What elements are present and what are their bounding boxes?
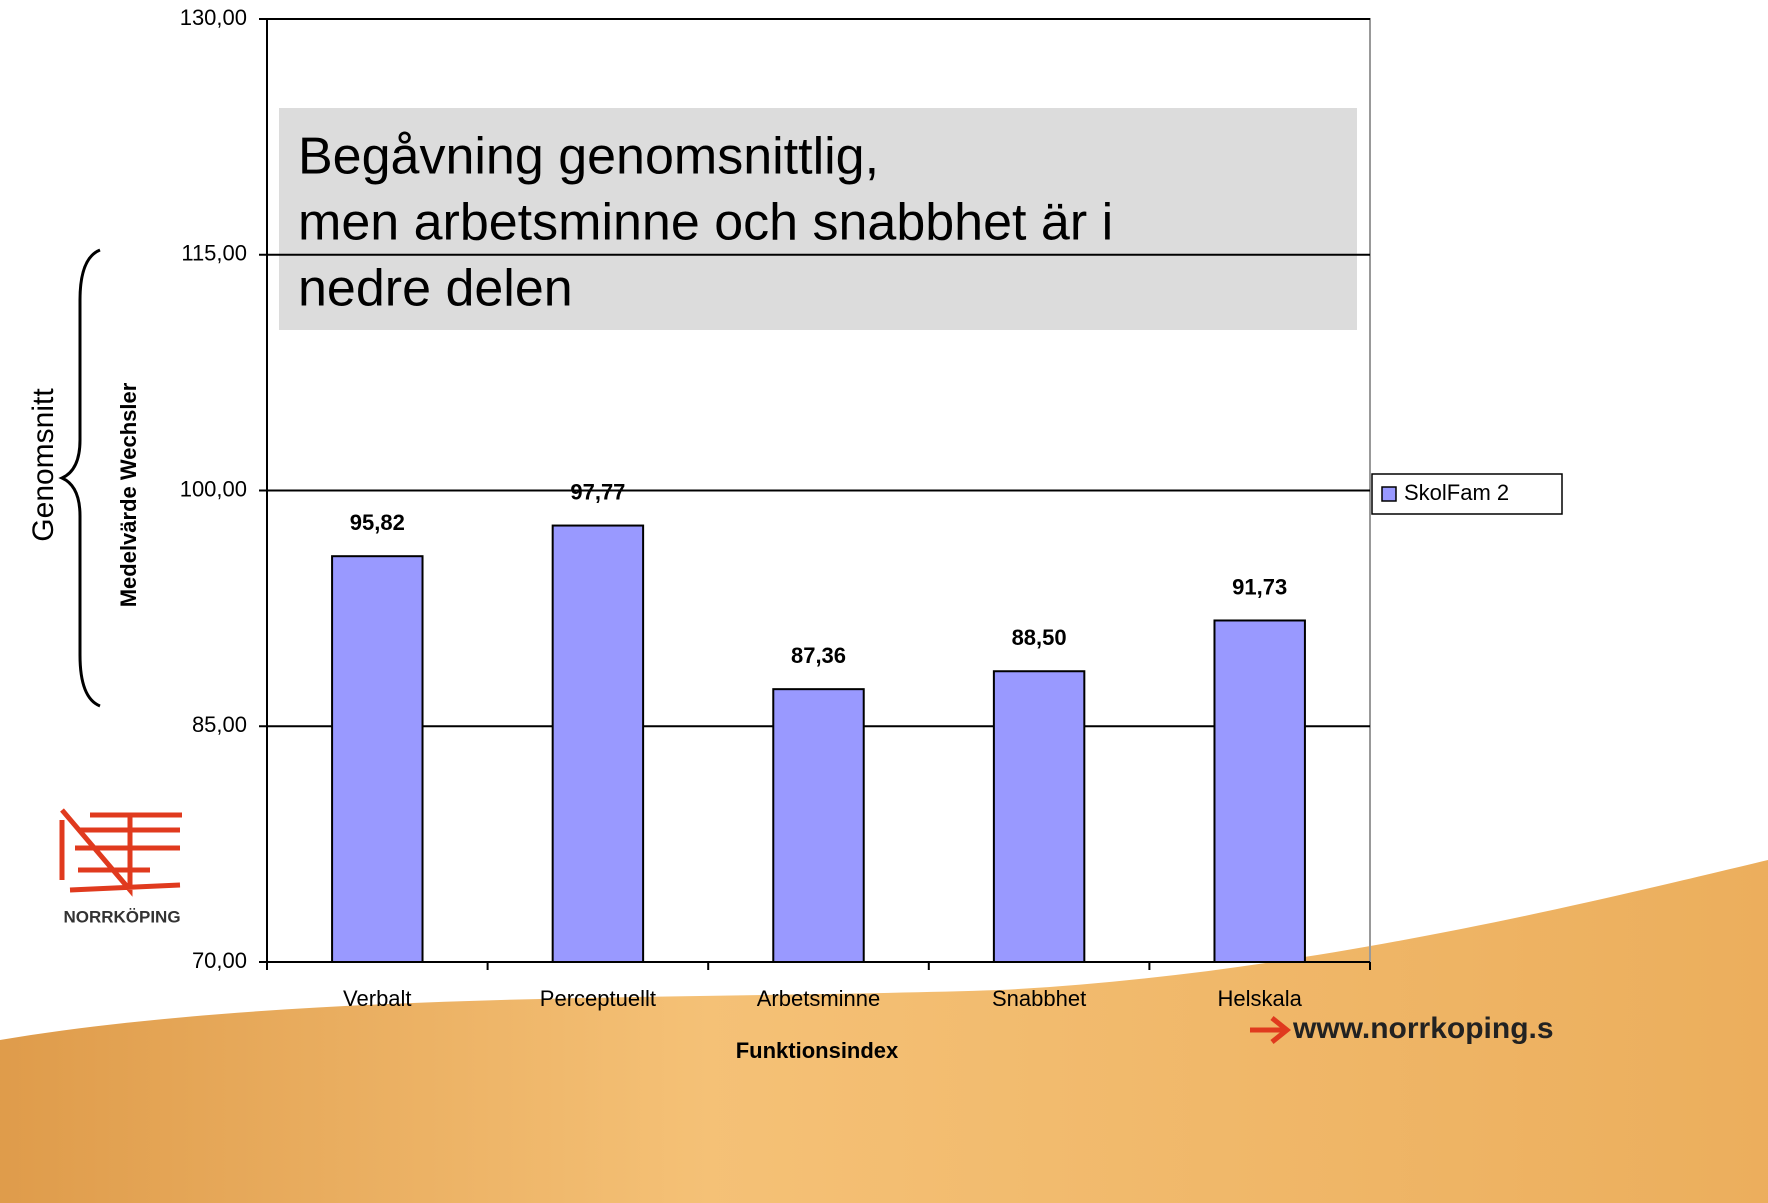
- annotation-line: nedre delen: [298, 260, 573, 318]
- x-tick-label: Snabbhet: [992, 986, 1086, 1011]
- y-axis-label: Medelvärde Wechsler: [116, 382, 141, 607]
- legend-label: SkolFam 2: [1404, 480, 1509, 505]
- url: www.norrkoping.s: [1292, 1012, 1554, 1045]
- y-tick-label: 100,00: [180, 476, 247, 501]
- y-tick-label: 130,00: [180, 5, 247, 30]
- url-arrow: [1250, 1016, 1292, 1044]
- annotation-line: Begåvning genomsnittlig,: [298, 128, 879, 186]
- legend: SkolFam 2: [1371, 473, 1563, 515]
- data-label: 97,77: [570, 479, 625, 504]
- data-label: 87,36: [791, 643, 846, 668]
- x-tick-label: Arbetsminne: [757, 986, 881, 1011]
- bar: [1213, 619, 1306, 963]
- legend-swatch: [1381, 486, 1397, 502]
- data-label: 88,50: [1012, 625, 1067, 650]
- y-tick-label: 115,00: [181, 241, 247, 266]
- x-tick-label: Verbalt: [343, 986, 412, 1011]
- legend-box: [1371, 473, 1563, 515]
- bar: [551, 524, 645, 963]
- data-label: 95,82: [350, 510, 405, 535]
- annotation-line: men arbetsminne och snabbhet är i: [298, 194, 1113, 252]
- x-tick-label: Helskala: [1218, 986, 1303, 1011]
- y-tick-label: 70,00: [192, 948, 247, 973]
- x-tick-label: Perceptuellt: [540, 986, 656, 1011]
- y-tick-label: 85,00: [192, 712, 247, 737]
- bar: [331, 555, 424, 963]
- logo-text: NORRKÖPING: [63, 907, 180, 926]
- data-label: 91,73: [1232, 574, 1287, 599]
- side-label: Genomsnitt: [27, 388, 60, 542]
- annotation-box: [279, 108, 1357, 330]
- background-photo: [0, 860, 1768, 1203]
- x-axis-label: Funktionsindex: [736, 1038, 899, 1063]
- bar: [772, 688, 865, 964]
- brace: [58, 248, 101, 708]
- bar: [992, 670, 1086, 963]
- logo-mark: [59, 808, 182, 897]
- logo: NORRKÖPING: [59, 808, 182, 926]
